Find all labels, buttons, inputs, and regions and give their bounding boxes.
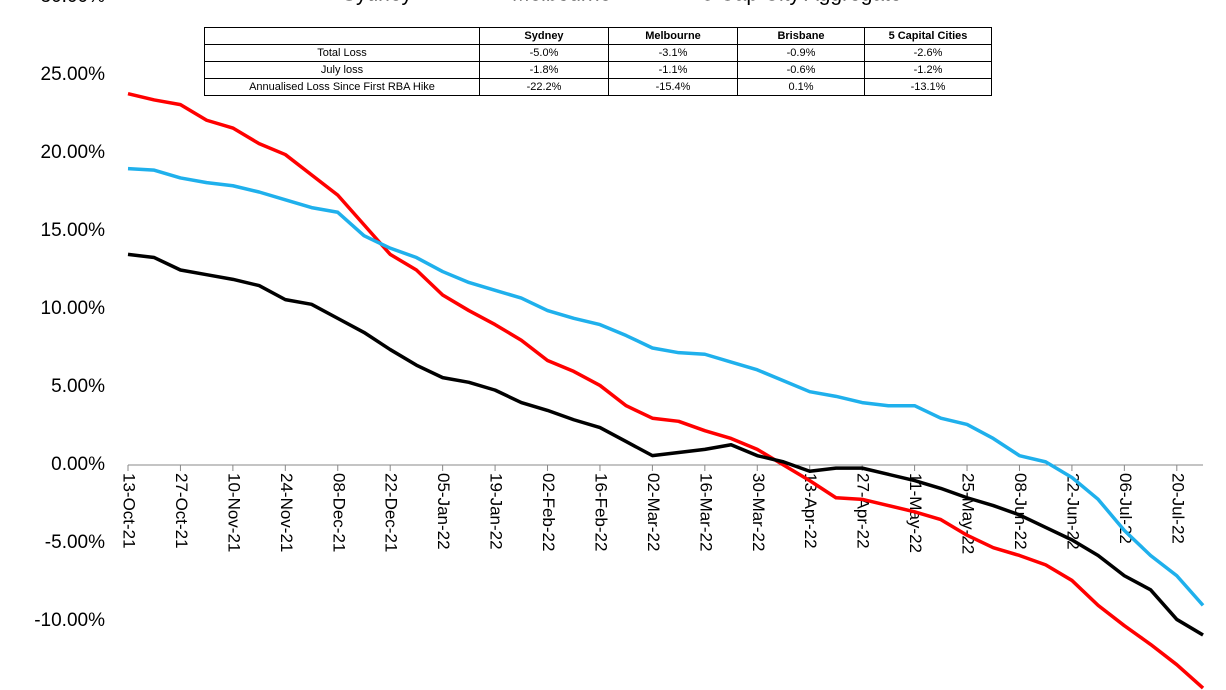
x-tick-label: 20-Jul-22: [1168, 473, 1187, 544]
x-tick-label: 24-Nov-21: [277, 473, 296, 552]
y-tick-label: 5.00%: [51, 376, 105, 397]
x-tick-label: 25-May-22: [959, 473, 978, 554]
table-cell: -0.9%: [737, 44, 865, 62]
table-cell: -22.2%: [479, 78, 609, 96]
series-line: [127, 166, 1205, 607]
table-corner: [204, 27, 480, 45]
y-tick-label: 20.00%: [41, 142, 106, 163]
row-label: July loss: [204, 61, 480, 79]
x-tick-label: 22-Dec-21: [382, 473, 401, 552]
y-tick-label: 15.00%: [41, 220, 106, 241]
table-cell: 0.1%: [737, 78, 865, 96]
table-row: Total Loss -5.0% -3.1% -0.9% -2.6%: [204, 44, 992, 62]
x-tick-label: 13-Oct-21: [120, 473, 139, 549]
row-label: Total Loss: [204, 44, 480, 62]
row-label: Annualised Loss Since First RBA Hike: [204, 78, 480, 96]
legend-label: Sydney: [342, 0, 413, 6]
x-tick-label: 16-Feb-22: [591, 473, 610, 551]
x-tick-label: 19-Jan-22: [487, 473, 506, 550]
table-cell: -1.8%: [479, 61, 609, 79]
column-header: Sydney: [479, 27, 609, 45]
x-tick-label: 08-Jun-22: [1011, 473, 1030, 550]
x-tick-label: 30-Mar-22: [749, 473, 768, 551]
x-tick-label: 22-Jun-22: [1063, 473, 1082, 550]
y-tick-label: 10.00%: [41, 298, 106, 319]
table-cell: -1.2%: [864, 61, 992, 79]
table-header: Sydney Melbourne Brisbane 5 Capital Cities: [204, 27, 992, 45]
y-tick-label: 25.00%: [41, 64, 106, 85]
x-tick-label: 16-Mar-22: [696, 473, 715, 551]
table-row: Annualised Loss Since First RBA Hike -22.…: [204, 78, 992, 96]
table-row: July loss -1.8% -1.1% -0.6% -1.2%: [204, 61, 992, 79]
x-tick-label: 08-Dec-21: [329, 473, 348, 552]
y-tick-label: 30.00%: [41, 0, 106, 7]
table-cell: -15.4%: [608, 78, 738, 96]
column-header: 5 Capital Cities: [864, 27, 992, 45]
legend-label: 5 Cap City Aggregate: [702, 0, 902, 6]
column-header: Brisbane: [737, 27, 865, 45]
y-tick-label: -15.00%: [34, 688, 105, 690]
table-cell: -3.1%: [608, 44, 738, 62]
y-tick-label: 0.00%: [51, 454, 105, 475]
table-cell: -2.6%: [864, 44, 992, 62]
column-header: Melbourne: [608, 27, 738, 45]
table-cell: -0.6%: [737, 61, 865, 79]
x-tick-label: 13-Apr-22: [801, 473, 820, 549]
y-tick-label: -10.00%: [34, 610, 105, 631]
x-tick-label: 02-Mar-22: [644, 473, 663, 551]
x-tick-label: 10-Nov-21: [224, 473, 243, 552]
y-tick-label: -5.00%: [45, 532, 105, 553]
series-line: [127, 92, 1205, 690]
x-tick-label: 27-Oct-21: [172, 473, 191, 549]
legend-label: Melbourne: [512, 0, 611, 6]
x-tick-label: 05-Jan-22: [434, 473, 453, 550]
summary-table: Sydney Melbourne Brisbane 5 Capital Cities …: [204, 27, 992, 96]
table-cell: -13.1%: [864, 78, 992, 96]
x-tick-label: 27-Apr-22: [854, 473, 873, 549]
table-cell: -5.0%: [479, 44, 609, 62]
series-line: [127, 252, 1204, 637]
x-tick-label: 02-Feb-22: [539, 473, 558, 551]
table-cell: -1.1%: [608, 61, 738, 79]
